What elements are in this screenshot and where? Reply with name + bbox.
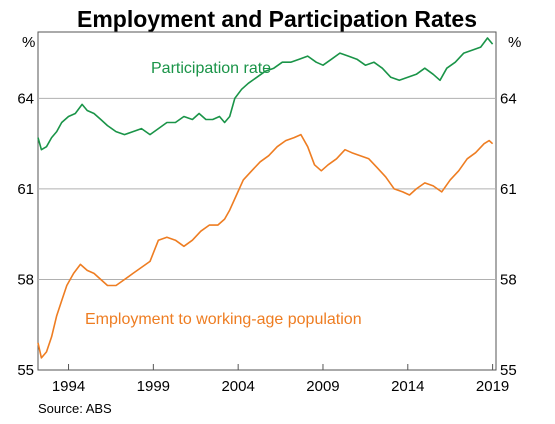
source-note: Source: ABS — [38, 401, 112, 416]
grid-lines — [38, 97, 496, 280]
x-tick-label: 1999 — [137, 378, 170, 395]
x-axis: 1994 1999 2004 2009 2014 2019 — [52, 364, 509, 395]
chart-title: Employment and Participation Rates — [77, 6, 477, 32]
x-tick-label: 2009 — [306, 378, 339, 395]
x-tick-label: 1994 — [52, 378, 85, 395]
series-label-employment: Employment to working-age population — [85, 311, 362, 328]
left-unit-label: % — [22, 34, 35, 51]
y-tick-label: 58 — [500, 271, 517, 288]
x-tick-label: 2019 — [476, 378, 509, 395]
y-axis-right: 55 58 61 64 — [500, 90, 517, 379]
y-tick-label: 55 — [500, 362, 517, 379]
participation-rate-line — [37, 37, 494, 151]
y-tick-label: 61 — [17, 181, 34, 198]
y-axis-left: 55 58 61 64 — [17, 90, 34, 379]
x-tick-label: 2014 — [391, 378, 424, 395]
y-tick-label: 64 — [500, 90, 517, 107]
y-tick-label: 58 — [17, 271, 34, 288]
series-label-participation: Participation rate — [151, 60, 271, 77]
y-tick-label: 61 — [500, 181, 517, 198]
right-unit-label: % — [508, 34, 521, 51]
y-tick-label: 64 — [17, 90, 34, 107]
plot-frame — [37, 31, 497, 371]
y-tick-label: 55 — [17, 362, 34, 379]
series-lines — [37, 37, 494, 359]
x-tick-label: 2004 — [221, 378, 254, 395]
employment-ratio-line — [37, 133, 494, 359]
